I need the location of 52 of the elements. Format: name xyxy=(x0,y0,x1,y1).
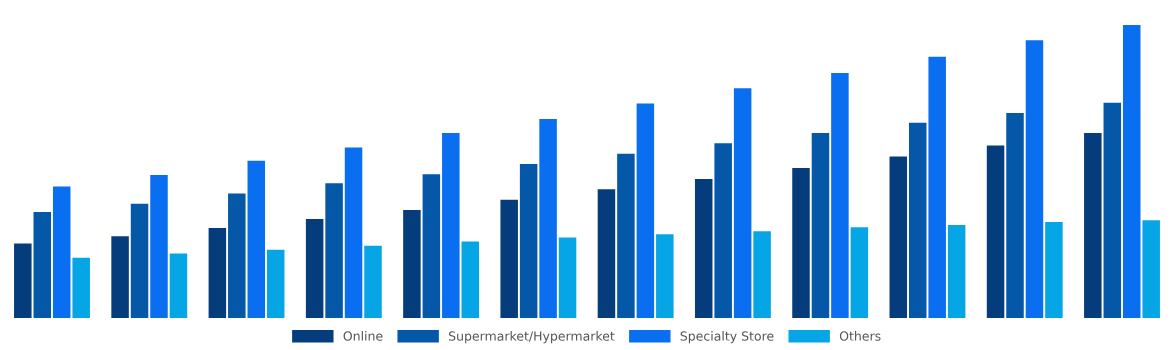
bar xyxy=(889,156,908,318)
bar xyxy=(1045,221,1063,318)
bar xyxy=(130,203,149,318)
bar xyxy=(14,243,32,318)
bar xyxy=(519,163,538,318)
bar xyxy=(461,241,480,318)
bar xyxy=(33,211,52,318)
bar xyxy=(617,153,635,318)
bar xyxy=(442,133,460,318)
bar xyxy=(52,186,71,318)
bar xyxy=(1103,102,1122,318)
bar xyxy=(208,228,227,318)
bar xyxy=(169,253,188,318)
bar xyxy=(266,249,285,318)
bar xyxy=(72,257,90,318)
bar xyxy=(1122,25,1141,318)
bar xyxy=(597,189,616,318)
bar xyxy=(558,237,577,318)
bar xyxy=(831,73,849,318)
bar xyxy=(694,179,713,318)
bar xyxy=(325,183,343,318)
bar xyxy=(364,245,382,318)
legend-label: Others xyxy=(839,331,881,341)
bar xyxy=(1025,40,1044,318)
bar xyxy=(908,122,927,318)
bar xyxy=(1084,133,1102,318)
legend-label: Specialty Store xyxy=(680,331,774,344)
bar xyxy=(733,88,752,318)
bar xyxy=(403,209,421,318)
bar xyxy=(500,199,518,318)
bar xyxy=(714,143,732,318)
bar xyxy=(228,193,246,318)
bar xyxy=(1006,112,1024,318)
bar xyxy=(656,234,674,318)
bar xyxy=(422,174,441,318)
bar xyxy=(753,231,771,318)
bar xyxy=(150,175,168,318)
bar xyxy=(111,236,129,318)
legend-label: Supermarket/Hypermarket xyxy=(448,331,615,344)
bar xyxy=(636,103,655,318)
bar xyxy=(247,160,266,318)
bar xyxy=(850,227,869,318)
bar xyxy=(344,147,363,318)
bar xyxy=(1142,220,1160,318)
bar xyxy=(792,167,810,318)
bar xyxy=(947,225,966,318)
legend-label: Online xyxy=(343,331,383,341)
bar xyxy=(986,145,1005,318)
bar xyxy=(539,119,557,318)
bar xyxy=(305,218,324,318)
bar xyxy=(811,133,830,318)
bar xyxy=(928,56,946,318)
